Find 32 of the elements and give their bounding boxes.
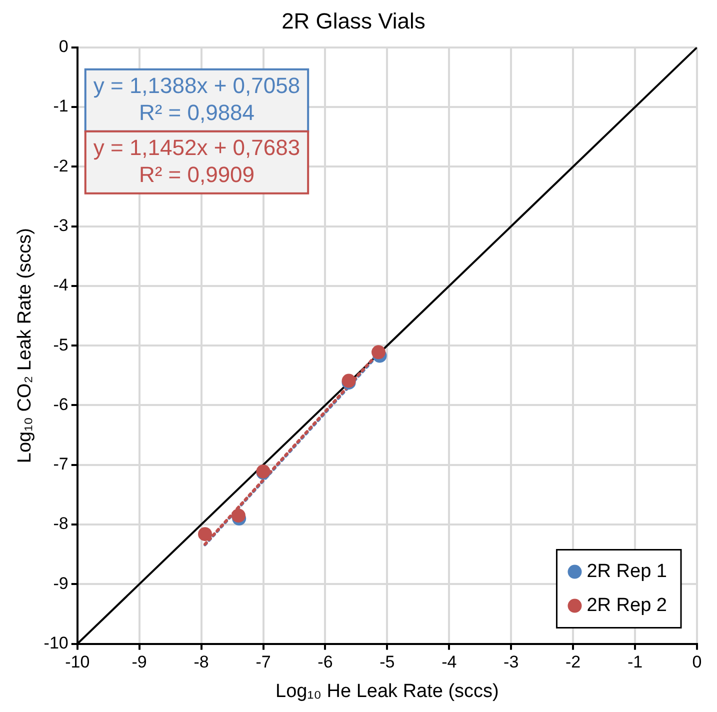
annotation: y = 1,1388x + 0,7058 R² = 0,9884: [93, 72, 300, 125]
y-tick-label: 0: [58, 37, 68, 56]
x-tick-label: -1: [627, 652, 643, 672]
x-tick-label: -6: [318, 652, 333, 672]
y-tick-label: -10: [44, 633, 68, 652]
legend-label: 2R Rep 2: [586, 595, 668, 616]
x-tick-label: -10: [65, 652, 90, 672]
x-tick-label: -4: [442, 652, 457, 672]
legend-label: 2R Rep 1: [586, 561, 668, 582]
x-tick-label: -3: [504, 652, 519, 672]
x-axis-title: Log₁₀ He Leak Rate (sccs): [275, 680, 499, 702]
y-tick-label: -6: [53, 394, 68, 414]
y-tick-label: -9: [53, 574, 68, 593]
chart-title: 2R Glass Vials: [282, 8, 426, 34]
point: [198, 527, 212, 542]
y-tick-label: -2: [53, 156, 68, 176]
y-tick-label: -8: [53, 514, 68, 534]
y-tick-label: -5: [53, 335, 68, 354]
point: [231, 508, 246, 523]
x-tick-label: -2: [566, 652, 581, 672]
point: [372, 345, 386, 360]
x-tick-label: -8: [194, 652, 209, 672]
annotation: y = 1,1452x + 0,7683 R² = 0,9909: [93, 134, 300, 187]
y-axis-title: Log₁₀ CO₂ Leak Rate (sccs): [14, 228, 36, 464]
y-tick-label: -3: [53, 216, 68, 236]
x-tick-label: -5: [380, 652, 395, 672]
y-tick-label: -4: [53, 276, 68, 295]
y-tick-label: -1: [53, 96, 68, 116]
x-tick-label: 0: [692, 652, 702, 672]
x-tick-label: -9: [132, 652, 147, 672]
x-tick-label: -7: [256, 652, 271, 672]
y-tick-label: -7: [53, 454, 68, 474]
